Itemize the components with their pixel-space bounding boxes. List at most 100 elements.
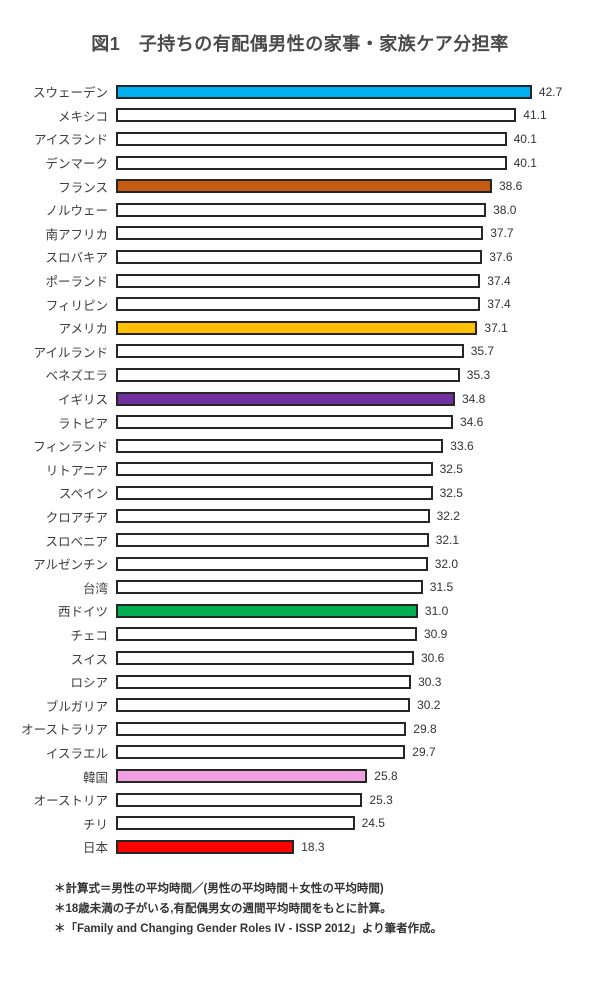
country-label: チリ: [82, 817, 108, 832]
bar-area: 24.5: [116, 811, 600, 835]
bar: [116, 533, 429, 548]
bar: [116, 108, 517, 123]
bar: [116, 155, 507, 170]
bar: [116, 462, 433, 477]
value-label: 31.0: [424, 603, 449, 618]
bar-area: 30.2: [116, 693, 600, 717]
country-label: 韓国: [82, 770, 108, 785]
bar-area: 37.4: [116, 269, 600, 293]
bar-area: 18.3: [116, 835, 600, 859]
bar-row: アイスランド 40.1: [0, 127, 600, 151]
bar-row: スウェーデン 42.7: [0, 80, 600, 104]
value-label: 37.1: [484, 320, 508, 335]
bar-area: 32.0: [116, 552, 600, 576]
bar-area: 30.9: [116, 623, 600, 647]
value-label: 35.3: [466, 367, 491, 382]
value-label: 29.7: [412, 745, 436, 760]
bar-row: オーストラリア 29.8: [0, 717, 600, 741]
value-label: 37.4: [487, 297, 511, 312]
bar-area: 33.6: [116, 434, 600, 458]
bar: [116, 131, 507, 146]
value-label: 35.7: [470, 344, 495, 359]
bar-row: 台湾 31.5: [0, 575, 600, 599]
country-label: イギリス: [57, 393, 108, 408]
bar-row: アメリカ 37.1: [0, 316, 600, 340]
country-label: ブルガリア: [45, 699, 108, 714]
bar-area: 34.6: [116, 410, 600, 434]
bar: [116, 698, 411, 713]
bar-area: 37.7: [116, 222, 600, 246]
bar-row: オーストリア 25.3: [0, 788, 600, 812]
bar-area: 25.3: [116, 788, 600, 812]
bar-row: 韓国 25.8: [0, 764, 600, 788]
bar-area: 42.7: [116, 80, 600, 104]
bar: [116, 556, 428, 571]
bar-area: 34.8: [116, 387, 600, 411]
bar-area: 35.7: [116, 340, 600, 364]
bar-area: 38.6: [116, 174, 600, 198]
country-label: ノルウェー: [45, 204, 108, 219]
bar-area: 40.1: [116, 151, 600, 175]
country-label: フィリピン: [45, 298, 108, 313]
bar-area: 37.6: [116, 245, 600, 269]
country-label: チェコ: [70, 628, 108, 643]
country-label: 台湾: [82, 581, 108, 596]
value-label: 40.1: [513, 155, 537, 170]
country-label: リトアニア: [45, 463, 108, 478]
bar-row: メキシコ 41.1: [0, 104, 600, 128]
bar-area: 32.1: [116, 528, 600, 552]
bar-row: ベネズエラ 35.3: [0, 363, 600, 387]
value-label: 30.9: [424, 627, 448, 642]
bar: [116, 367, 460, 382]
bar: [116, 674, 412, 689]
value-label: 30.6: [421, 651, 445, 666]
bar: [116, 84, 532, 99]
country-label: 日本: [82, 841, 108, 856]
bar: [116, 344, 464, 359]
bar-area: 32.5: [116, 481, 600, 505]
bar: [116, 627, 417, 642]
country-label: ラトビア: [57, 416, 108, 431]
value-label: 18.3: [301, 839, 325, 854]
bar-row: イスラエル 29.7: [0, 741, 600, 765]
bar-row: ラトビア 34.6: [0, 410, 600, 434]
country-label: スペイン: [58, 487, 108, 502]
bar: [116, 580, 423, 595]
value-label: 30.2: [417, 698, 441, 713]
value-label: 42.7: [538, 84, 563, 99]
bar-row: チリ 24.5: [0, 811, 600, 835]
bar: [116, 721, 407, 736]
bar-area: 37.4: [116, 292, 600, 316]
value-label: 29.8: [413, 721, 437, 736]
bar-area: 25.8: [116, 764, 600, 788]
value-label: 30.3: [418, 674, 442, 689]
bar: [116, 603, 418, 618]
country-label: アメリカ: [58, 322, 108, 337]
country-label: イスラエル: [45, 746, 108, 761]
footnote-formula: ＊計算式＝男性の平均時間／(男性の平均時間＋女性の平均時間): [54, 882, 384, 895]
bar: [116, 438, 444, 453]
bar-row: ブルガリア 30.2: [0, 693, 600, 717]
country-label: スロベニア: [45, 534, 108, 549]
chart-title: 図1 子持ちの有配偶男性の家事・家族ケア分担率: [91, 34, 509, 54]
bar-row: 西ドイツ 31.0: [0, 599, 600, 623]
country-label: メキシコ: [57, 109, 108, 124]
bar-area: 40.1: [116, 127, 600, 151]
bar-area: 41.1: [116, 104, 600, 128]
bar-row: リトアニア 32.5: [0, 458, 600, 482]
bar-area: 30.6: [116, 646, 600, 670]
bar: [116, 509, 430, 524]
bar-row: デンマーク 40.1: [0, 151, 600, 175]
bar: [116, 179, 492, 194]
value-label: 32.5: [439, 462, 463, 477]
bar-row: フィリピン 37.4: [0, 292, 600, 316]
country-label: スロバキア: [45, 251, 108, 266]
country-label: アルゼンチン: [33, 558, 108, 573]
bar-area: 32.2: [116, 505, 600, 529]
bar: [116, 202, 487, 217]
value-label: 41.1: [523, 108, 547, 123]
country-label: デンマーク: [45, 157, 108, 172]
bar: [116, 485, 433, 500]
value-label: 32.0: [434, 556, 459, 571]
bar: [116, 297, 481, 312]
